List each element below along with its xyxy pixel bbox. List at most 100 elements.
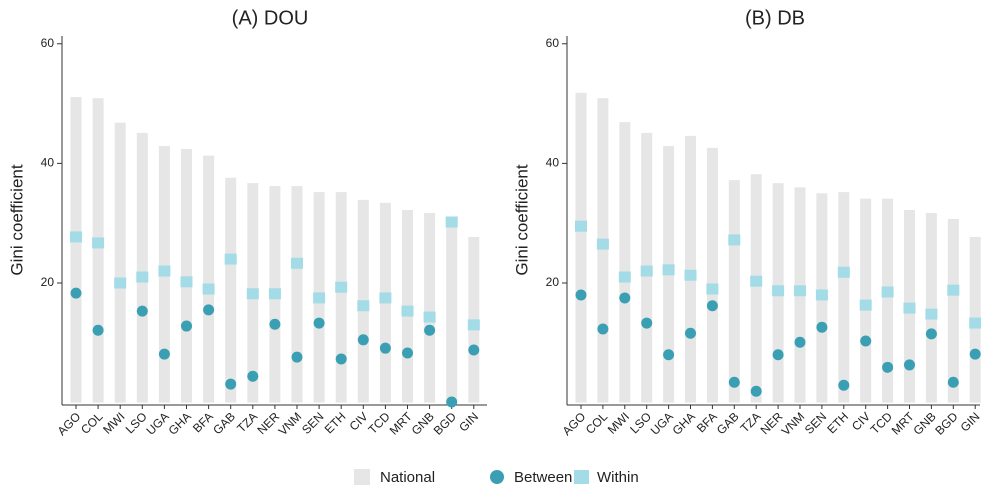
- x-tick-label: GNB: [910, 409, 938, 437]
- within-square: [246, 288, 259, 300]
- within-square: [640, 265, 653, 277]
- bar: [728, 180, 740, 403]
- bar: [947, 219, 959, 403]
- within-square: [224, 253, 237, 265]
- between-dot: [619, 292, 631, 304]
- bar: [750, 174, 762, 403]
- between-dot: [641, 317, 653, 329]
- legend-swatch: [574, 470, 589, 484]
- within-square: [947, 284, 960, 296]
- legend-label: National: [380, 469, 435, 486]
- bar: [203, 155, 215, 403]
- within-square: [575, 220, 587, 232]
- bar: [335, 192, 347, 403]
- bar: [838, 192, 850, 403]
- between-dot: [685, 327, 696, 339]
- x-tick-label: BGD: [932, 409, 961, 438]
- within-square: [859, 299, 872, 311]
- bar: [181, 149, 192, 403]
- within-square: [925, 308, 938, 320]
- legend-label: Within: [597, 469, 639, 486]
- chart-title: (B) DB: [745, 7, 805, 29]
- within-square: [903, 302, 916, 314]
- between-dot: [225, 378, 237, 390]
- within-square: [70, 231, 82, 243]
- x-tick-label: BFA: [694, 409, 720, 435]
- between-dot: [136, 305, 148, 317]
- x-tick-label: AGO: [560, 409, 589, 438]
- bar: [424, 213, 436, 403]
- between-dot: [969, 348, 981, 360]
- x-tick-label: VNM: [779, 409, 808, 438]
- within-square: [423, 311, 436, 323]
- bar: [925, 213, 937, 403]
- x-tick-label: COL: [78, 409, 106, 437]
- x-tick-label: NER: [758, 409, 786, 437]
- y-tick-label: 40: [546, 156, 560, 170]
- within-square: [467, 319, 480, 331]
- between-dot: [158, 348, 170, 360]
- between-dot: [816, 321, 828, 333]
- x-tick-label: ETH: [824, 409, 851, 436]
- within-square: [445, 216, 458, 228]
- y-tick-label: 20: [546, 275, 560, 289]
- within-square: [357, 300, 370, 312]
- bar: [136, 132, 148, 403]
- y-tick-label: 40: [41, 156, 55, 170]
- x-tick-label: BFA: [190, 409, 216, 435]
- bar: [597, 98, 609, 403]
- bar: [575, 92, 587, 403]
- between-dot: [313, 317, 325, 329]
- between-dot: [947, 376, 959, 388]
- between-dot: [335, 353, 347, 365]
- within-square: [158, 265, 171, 277]
- between-dot: [70, 287, 82, 299]
- x-tick-label: MWI: [605, 409, 632, 436]
- x-tick-label: GIN: [456, 409, 481, 434]
- between-dot: [92, 324, 104, 336]
- legend-label: Between: [514, 469, 572, 486]
- bar: [225, 177, 237, 403]
- legend-swatch: [490, 470, 504, 484]
- x-tick-label: UGA: [648, 409, 676, 437]
- x-tick-label: SEN: [802, 409, 829, 436]
- bar: [92, 98, 104, 403]
- x-tick-label: LSO: [627, 409, 654, 436]
- x-tick-label: MRT: [387, 409, 416, 438]
- x-tick-label: GAB: [210, 409, 238, 437]
- y-tick-label: 60: [546, 36, 560, 50]
- between-dot: [772, 349, 784, 361]
- between-dot: [794, 336, 806, 348]
- x-tick-label: MRT: [889, 409, 918, 438]
- between-dot: [468, 344, 480, 356]
- within-square: [815, 289, 828, 301]
- within-square: [662, 264, 675, 276]
- within-square: [313, 292, 326, 304]
- within-square: [401, 305, 414, 317]
- within-square: [180, 276, 193, 288]
- between-dot: [402, 347, 413, 359]
- x-tick-label: TCD: [365, 409, 393, 437]
- x-tick-label: TCD: [868, 409, 896, 437]
- within-square: [596, 238, 609, 250]
- between-dot: [247, 370, 259, 382]
- between-dot: [860, 335, 872, 347]
- x-tick-label: VNM: [276, 409, 305, 438]
- within-square: [335, 281, 348, 293]
- bar: [114, 122, 126, 403]
- x-tick-label: LSO: [123, 409, 150, 436]
- within-square: [268, 288, 281, 300]
- between-dot: [750, 385, 762, 397]
- between-dot: [269, 318, 281, 330]
- x-tick-label: GNB: [409, 409, 437, 437]
- within-square: [379, 292, 392, 304]
- x-tick-label: MWI: [100, 409, 127, 436]
- between-dot: [882, 361, 894, 373]
- within-square: [684, 269, 697, 281]
- x-tick-label: TZA: [738, 409, 764, 435]
- within-square: [794, 285, 806, 297]
- between-dot: [663, 349, 675, 361]
- x-tick-label: GAB: [714, 409, 742, 437]
- x-tick-label: COL: [583, 409, 611, 437]
